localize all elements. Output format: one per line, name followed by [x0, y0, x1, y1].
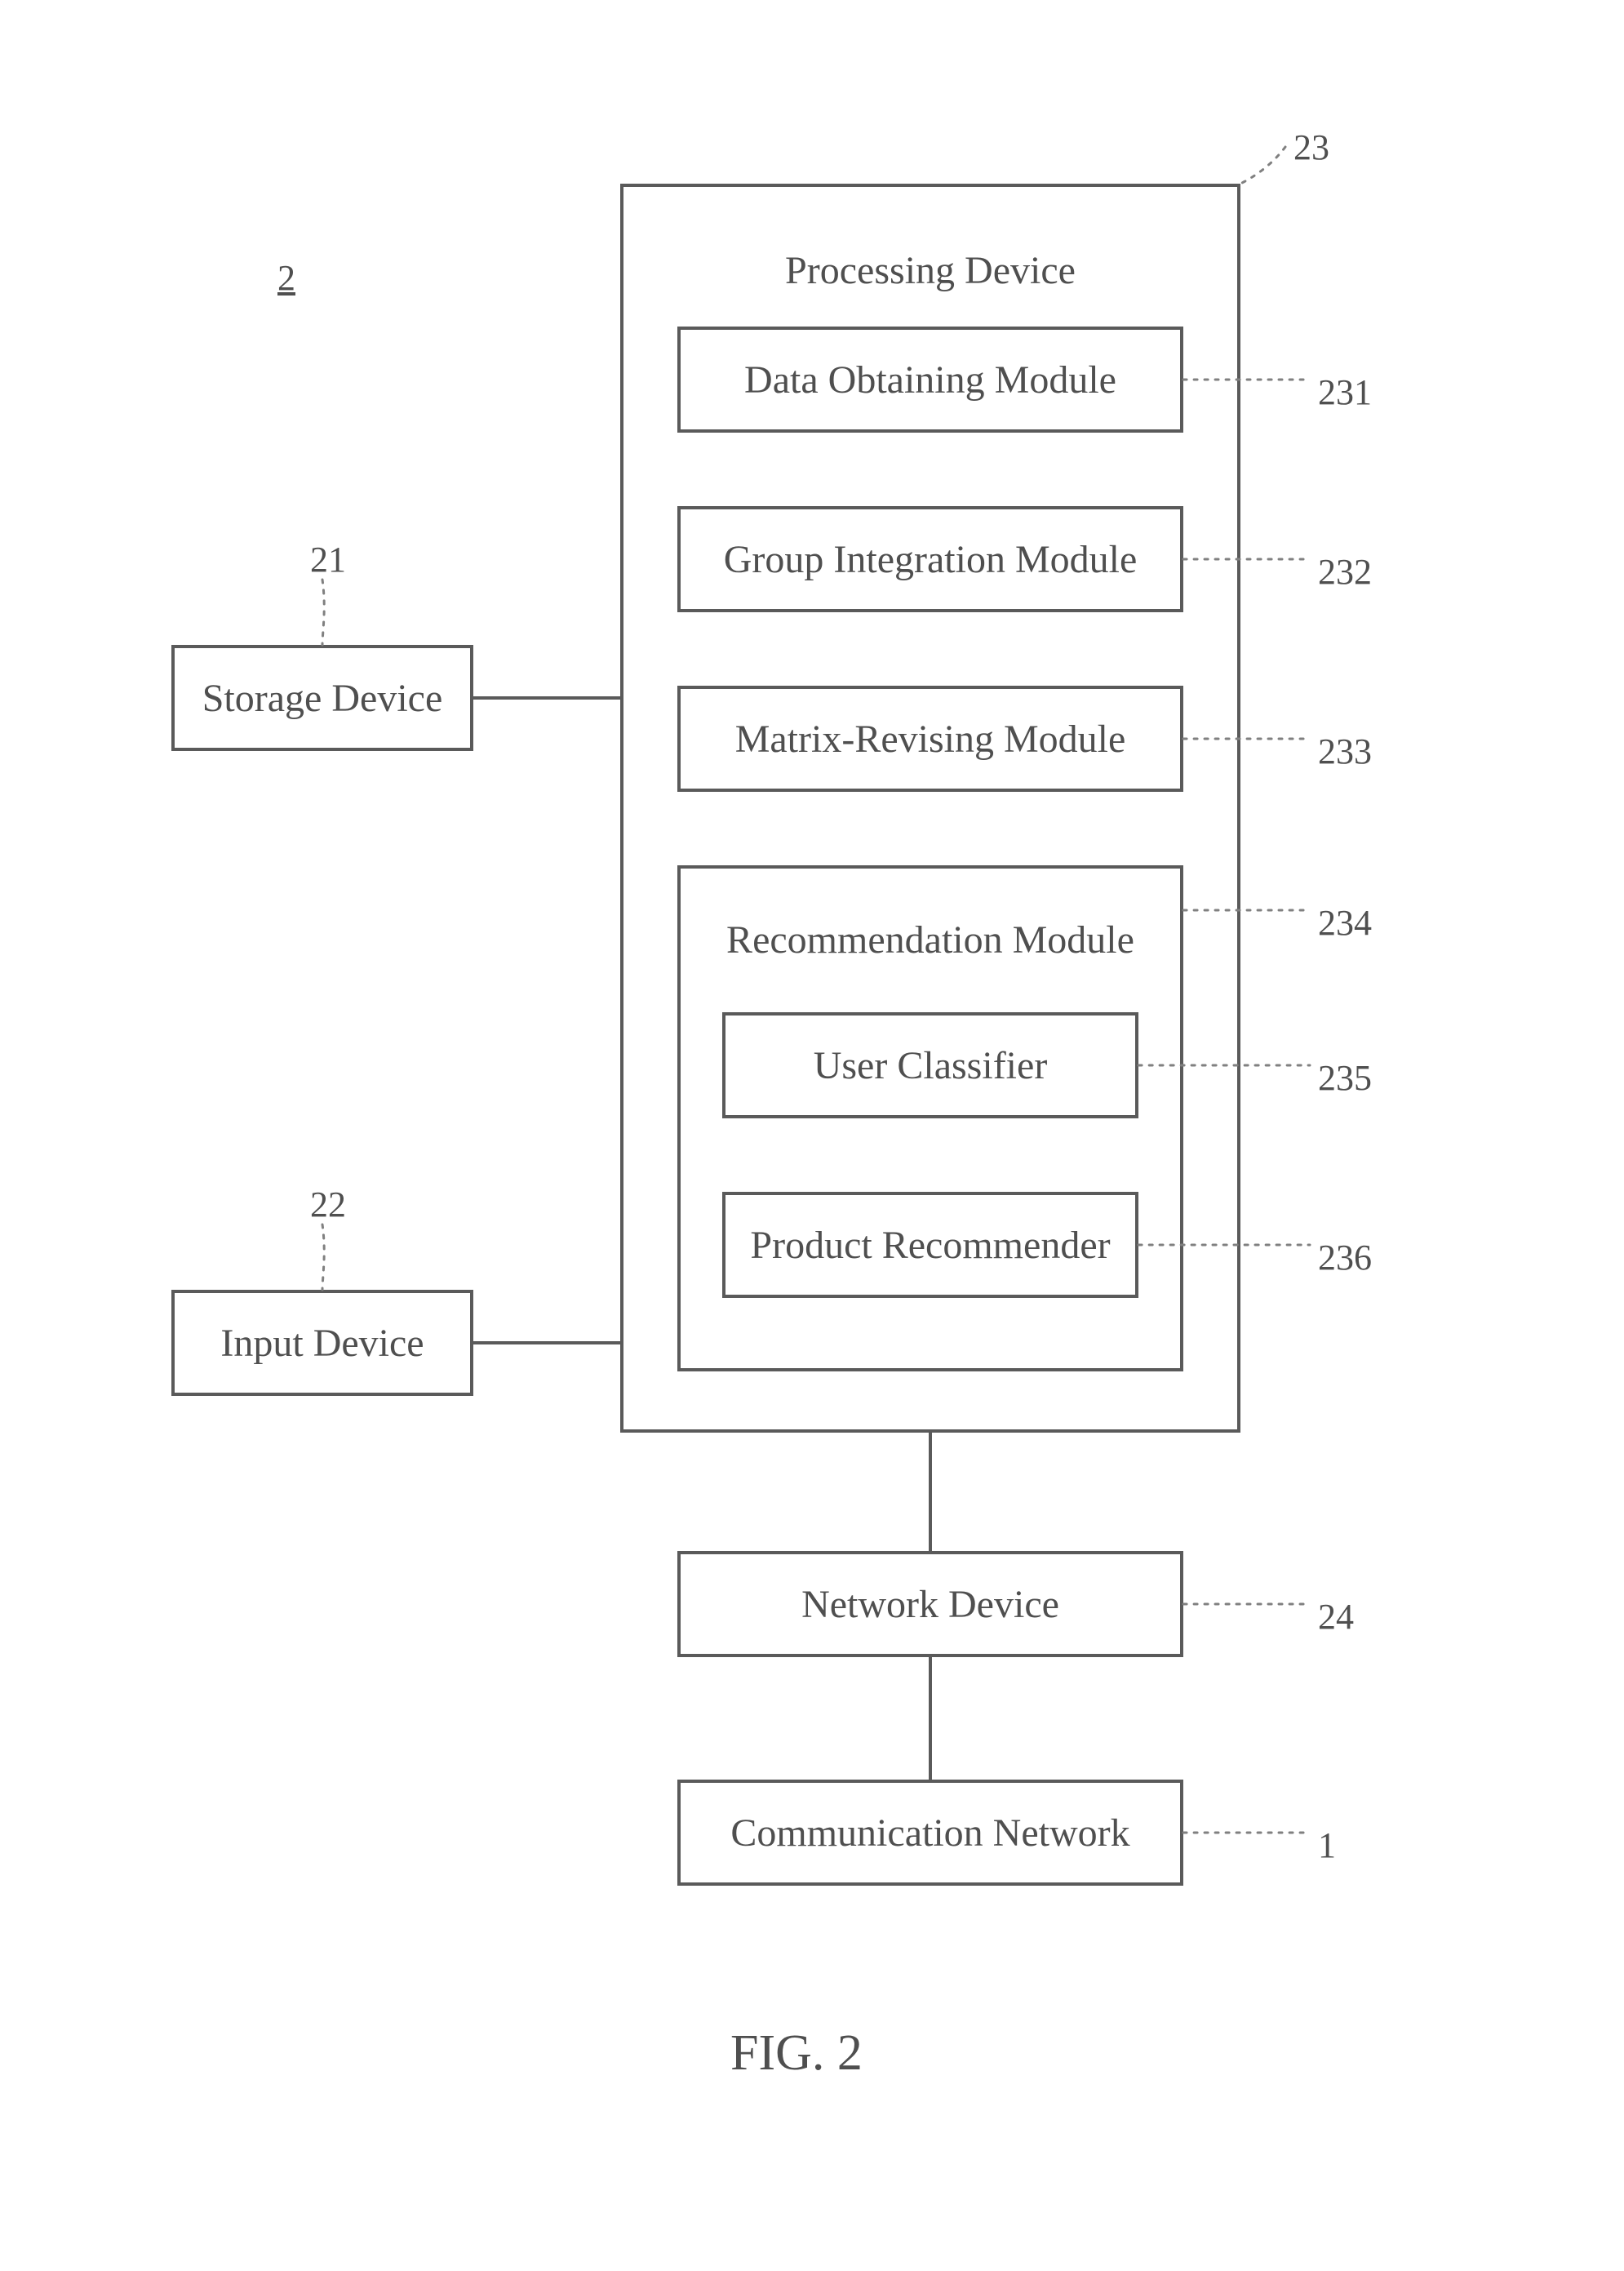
connectors-svg: [0, 0, 1624, 2271]
diagram-stage: 2 Storage Device 21 Input Device 22 Proc…: [0, 0, 1624, 2271]
